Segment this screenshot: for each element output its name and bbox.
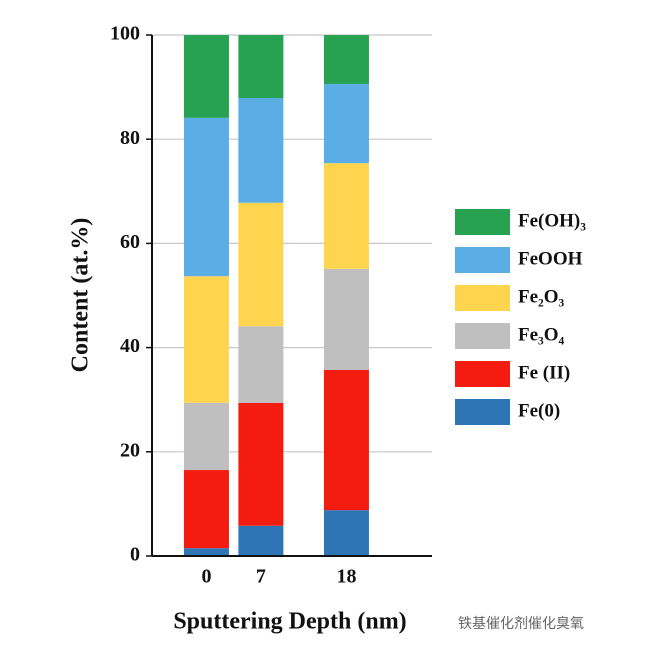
y-tick-label: 20 [120, 439, 140, 461]
y-tick-label: 60 [120, 231, 140, 253]
legend-swatch [455, 399, 510, 425]
legend-label: FeOOH [518, 248, 583, 269]
legend-swatch [455, 323, 510, 349]
watermark: 铁基催化剂催化臭氧 [458, 615, 584, 632]
bar-segment [238, 98, 284, 203]
bar-segment [323, 35, 369, 84]
legend-label: Fe(OH)₃ [518, 210, 586, 231]
bar-segment [183, 402, 229, 471]
x-tick-label: 7 [256, 566, 266, 588]
bar-segment [238, 402, 284, 526]
bar-segment [183, 117, 229, 277]
y-tick-label: 100 [110, 23, 140, 45]
x-tick-label: 18 [336, 566, 356, 588]
bar-segment [323, 83, 369, 164]
bar-segment [238, 525, 284, 556]
y-tick-label: 0 [130, 544, 140, 566]
y-axis-title: Content (at.%) [68, 218, 94, 373]
y-tick-label: 80 [120, 127, 140, 149]
bar-segment [238, 202, 284, 327]
bar-segment [238, 35, 284, 99]
bar-segment [323, 163, 369, 269]
bar-segment [183, 470, 229, 549]
legend-swatch [455, 247, 510, 273]
bar-segment [323, 510, 369, 556]
legend-label: Fe₃O₄ [518, 324, 565, 345]
legend-swatch [455, 361, 510, 387]
legend-label: Fe(0) [518, 400, 560, 421]
bar-segment [323, 370, 369, 511]
bar-segment [238, 326, 284, 403]
bar-segment [323, 268, 369, 371]
y-tick-label: 40 [120, 335, 140, 357]
legend-swatch [455, 209, 510, 235]
bar-segment [183, 276, 229, 403]
legend-swatch [455, 285, 510, 311]
legend-label: Fe (II) [518, 362, 570, 383]
bar-segment [183, 548, 229, 556]
bar-segment [183, 35, 229, 118]
x-axis-title: Sputtering Depth (nm) [173, 609, 406, 635]
legend-label: Fe₂O₃ [518, 286, 565, 307]
x-tick-label: 0 [201, 566, 211, 588]
